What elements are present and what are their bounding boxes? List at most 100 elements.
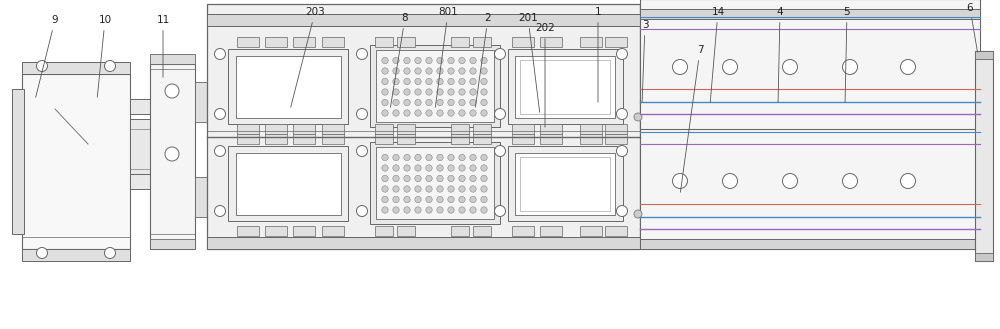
Circle shape [415, 165, 421, 171]
Bar [397, 124, 415, 134]
Circle shape [470, 207, 476, 213]
Circle shape [415, 175, 421, 182]
Bar [370, 45, 500, 127]
Circle shape [415, 78, 421, 85]
Circle shape [415, 89, 421, 95]
Circle shape [672, 173, 688, 189]
Circle shape [448, 207, 454, 213]
Circle shape [616, 145, 628, 157]
Circle shape [437, 196, 443, 203]
Circle shape [393, 89, 399, 95]
Circle shape [437, 78, 443, 85]
Circle shape [437, 165, 443, 171]
Bar [520, 157, 610, 211]
Circle shape [481, 207, 487, 213]
Bar [508, 49, 623, 124]
Bar [150, 64, 195, 249]
Text: 3: 3 [642, 20, 648, 102]
Circle shape [415, 68, 421, 74]
Circle shape [382, 186, 388, 192]
Bar [397, 37, 415, 47]
Circle shape [448, 186, 454, 192]
Circle shape [634, 210, 642, 218]
Circle shape [393, 175, 399, 182]
Bar [640, 119, 980, 129]
Circle shape [494, 48, 506, 60]
Bar [605, 226, 627, 236]
Bar [515, 56, 615, 118]
Bar [207, 237, 640, 249]
Bar [22, 249, 130, 261]
Circle shape [426, 68, 432, 74]
Bar [265, 37, 287, 47]
Bar [580, 226, 602, 236]
Text: 14: 14 [710, 7, 725, 102]
Bar [580, 134, 602, 144]
Bar [236, 153, 341, 215]
Circle shape [382, 89, 388, 95]
Bar [237, 37, 259, 47]
Circle shape [104, 61, 116, 71]
Circle shape [415, 154, 421, 161]
Circle shape [470, 57, 476, 64]
Circle shape [214, 48, 226, 60]
Bar [473, 134, 491, 144]
Bar [512, 226, 534, 236]
Text: 8: 8 [390, 13, 408, 107]
Circle shape [404, 196, 410, 203]
Bar [512, 124, 534, 134]
Circle shape [459, 89, 465, 95]
Circle shape [214, 109, 226, 119]
Circle shape [842, 173, 858, 189]
Circle shape [470, 154, 476, 161]
Circle shape [382, 78, 388, 85]
Circle shape [393, 165, 399, 171]
Bar [640, 9, 980, 19]
Circle shape [470, 78, 476, 85]
Circle shape [782, 60, 798, 74]
Circle shape [437, 110, 443, 116]
Circle shape [382, 57, 388, 64]
Circle shape [459, 68, 465, 74]
Circle shape [437, 186, 443, 192]
Circle shape [426, 78, 432, 85]
Bar [265, 134, 287, 144]
Circle shape [842, 60, 858, 74]
Bar [130, 99, 150, 114]
Bar [540, 124, 562, 134]
Text: 201: 201 [518, 13, 540, 112]
Bar [207, 4, 640, 249]
Bar [451, 37, 469, 47]
Bar [22, 74, 130, 249]
Bar [237, 226, 259, 236]
Circle shape [393, 154, 399, 161]
Bar [322, 226, 344, 236]
Bar [322, 37, 344, 47]
Circle shape [382, 68, 388, 74]
Circle shape [404, 68, 410, 74]
Circle shape [481, 175, 487, 182]
Text: 801: 801 [435, 7, 458, 107]
Bar [293, 37, 315, 47]
Circle shape [448, 89, 454, 95]
Circle shape [459, 165, 465, 171]
Circle shape [415, 110, 421, 116]
Circle shape [448, 154, 454, 161]
Bar [451, 226, 469, 236]
Circle shape [459, 154, 465, 161]
Circle shape [437, 68, 443, 74]
Bar [293, 134, 315, 144]
Circle shape [459, 99, 465, 106]
Bar [322, 134, 344, 144]
Circle shape [415, 57, 421, 64]
Circle shape [470, 175, 476, 182]
Circle shape [481, 196, 487, 203]
Circle shape [36, 247, 48, 259]
Circle shape [448, 165, 454, 171]
Circle shape [437, 99, 443, 106]
Circle shape [404, 57, 410, 64]
Circle shape [404, 154, 410, 161]
Bar [236, 56, 341, 118]
Circle shape [165, 147, 179, 161]
Circle shape [426, 89, 432, 95]
